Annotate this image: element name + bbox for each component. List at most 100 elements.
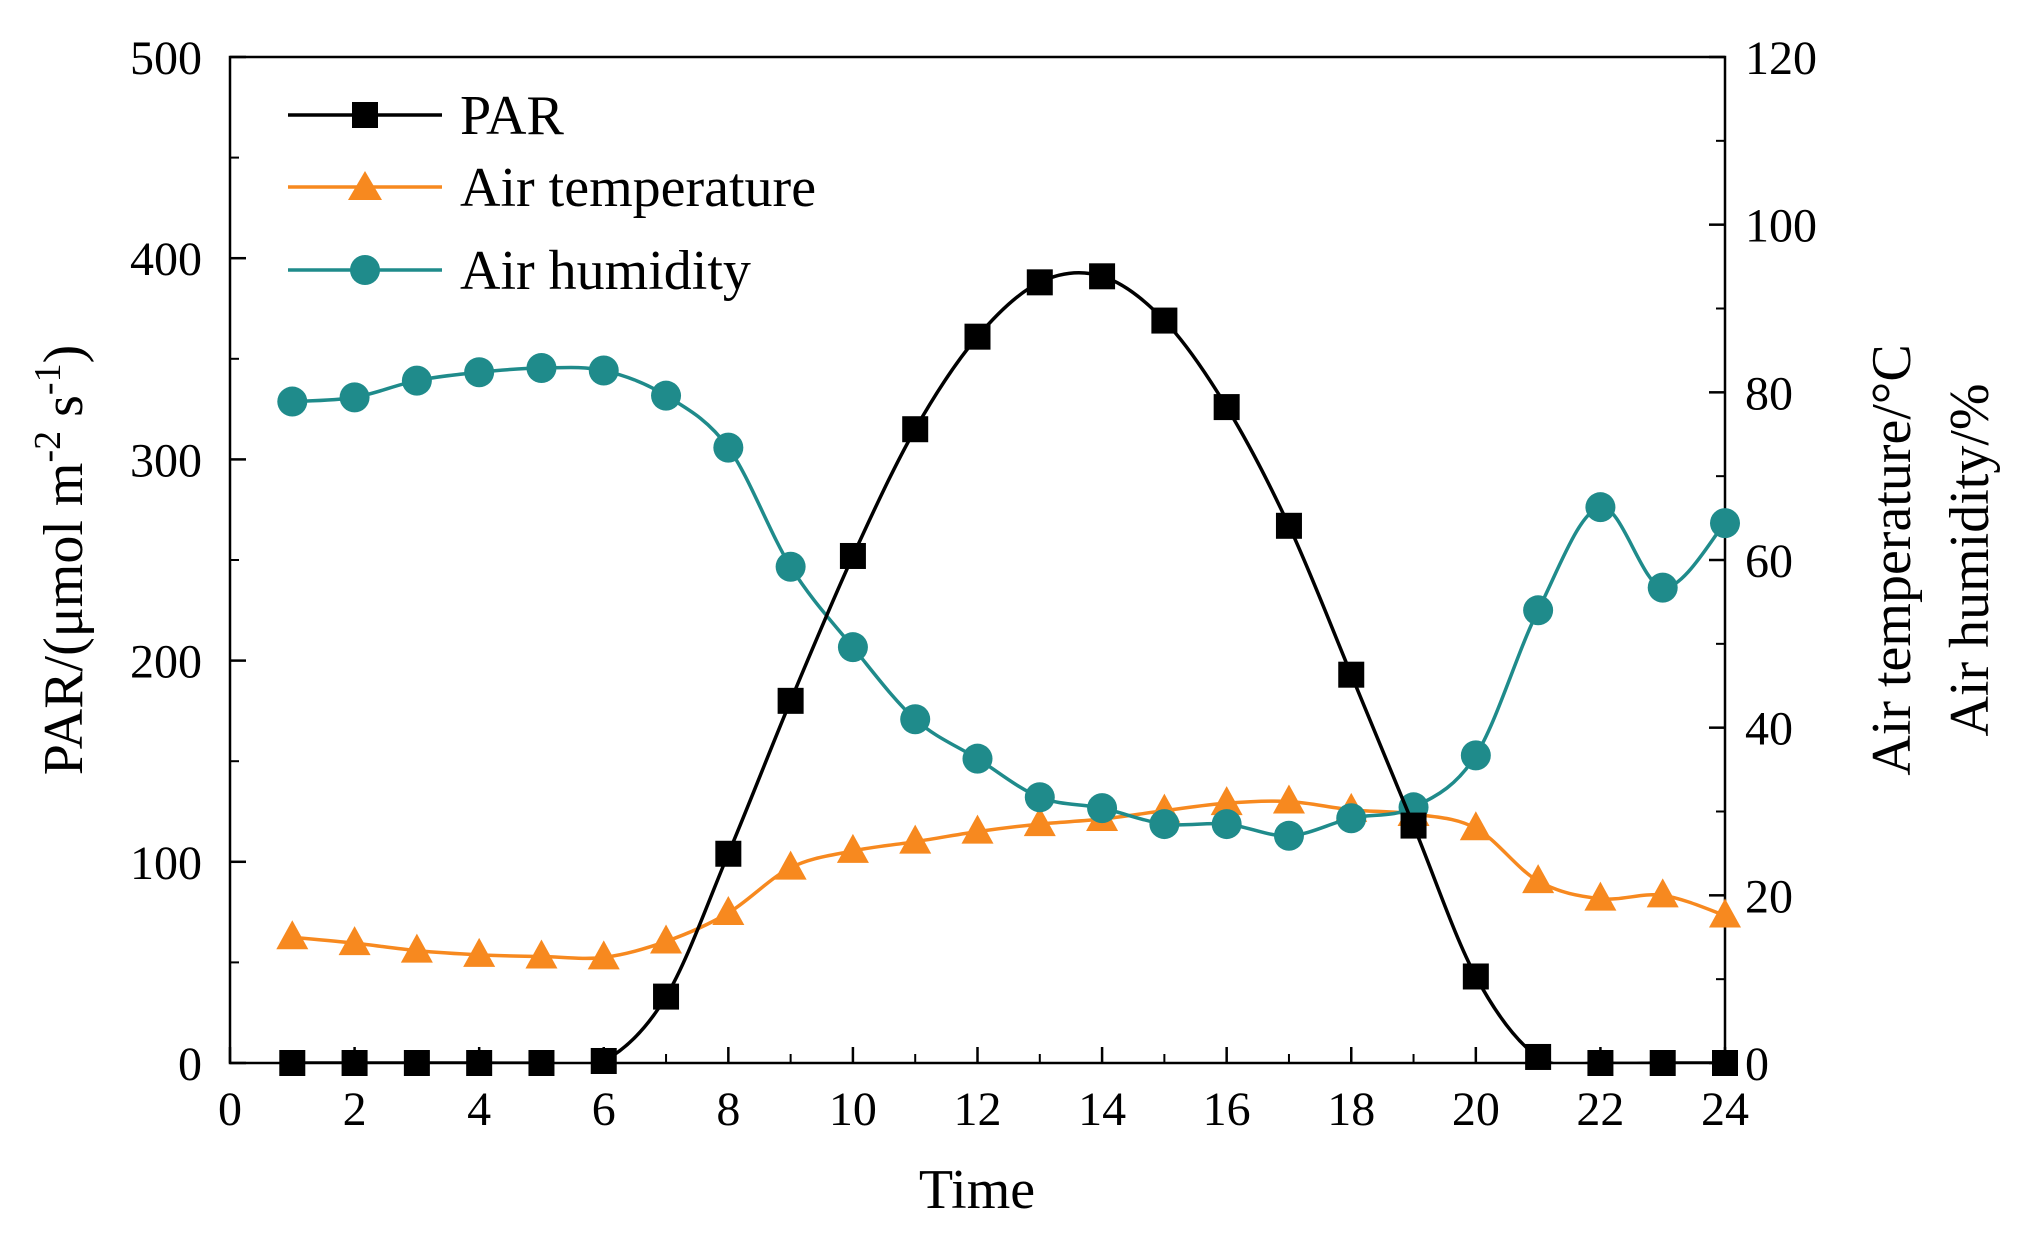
data-point-par [1151,307,1178,334]
data-point-air-humidity [464,357,495,388]
data-point-air-temperature [1522,864,1555,894]
data-point-par [1026,269,1053,296]
y-left-tick-label: 100 [130,837,202,890]
y-axis-right-title-temperature: Air temperature/°C [1861,344,1923,775]
data-point-air-temperature [961,814,994,844]
data-point-par [964,323,991,350]
data-point-par [715,840,742,867]
data-point-air-temperature [1210,786,1243,816]
data-point-air-temperature [1459,811,1492,841]
legend-item-air-temperature: Air temperature [288,157,816,219]
y-axis-left-title: PAR/(μmol m-2 s-1) [27,345,95,775]
legend-item-par: PAR [288,85,564,147]
data-point-air-humidity [837,632,868,663]
y-right-tick-label: 20 [1745,870,1793,923]
data-point-air-humidity [1024,782,1055,813]
x-tick-label: 14 [1078,1083,1126,1136]
data-point-air-humidity [900,704,931,735]
data-point-air-temperature [1272,784,1305,814]
y-left-tick-label: 300 [130,434,202,487]
data-point-par [279,1050,306,1076]
data-point-air-humidity [277,386,308,417]
y-right-tick-label: 0 [1745,1038,1769,1091]
x-axis-title: Time [919,1159,1035,1221]
data-point-par [1338,661,1365,688]
y-left-title-prefix: PAR/(μmol m [33,463,95,776]
y-left-title-exp1: -2 [27,431,69,463]
data-point-air-humidity [1273,820,1304,851]
series-line-par [292,271,1725,1063]
y-left-tick-label: 400 [130,233,202,286]
legend-label-air-temperature: Air temperature [460,157,816,219]
y-right-tick-label: 60 [1745,535,1793,588]
data-point-par [1213,394,1240,421]
data-point-par [1275,512,1302,539]
legend-marker-air-temperature [348,171,382,200]
axes [228,55,1727,1065]
data-point-par [839,542,866,569]
data-point-air-humidity [339,382,370,413]
y-left-tick-label: 0 [178,1038,202,1091]
data-point-air-humidity [775,551,806,582]
data-point-air-temperature [712,895,745,925]
data-point-air-humidity [651,380,682,411]
x-tick-label: 16 [1203,1083,1251,1136]
data-point-air-temperature [400,933,433,963]
data-point-air-temperature [1023,807,1056,837]
data-point-par [777,687,804,714]
y-right-tick-label: 120 [1745,32,1817,85]
y-axis-right-title-humidity: Air humidity/% [1939,383,2001,736]
x-tick-label: 24 [1701,1083,1749,1136]
y-right-tick-label: 40 [1745,703,1793,756]
x-tick-label: 0 [218,1083,242,1136]
data-point-air-humidity [526,353,557,384]
x-tick-label: 20 [1452,1083,1500,1136]
data-point-air-humidity [1149,809,1180,840]
x-tick-label: 8 [716,1083,740,1136]
y-left-title-mid: s [33,395,95,431]
x-tick-label: 18 [1327,1083,1375,1136]
data-point-par [466,1050,493,1076]
y-right-tick-label: 100 [1745,200,1817,253]
data-point-par [1649,1050,1676,1076]
data-point-air-humidity [401,365,432,396]
data-point-par [403,1050,430,1076]
legend-item-air-humidity: Air humidity [288,240,751,302]
data-point-air-humidity [1710,508,1740,539]
series-par [279,263,1738,1076]
plot-frame [228,55,1727,1065]
x-tick-label: 4 [467,1083,491,1136]
data-point-air-humidity [1336,803,1367,834]
data-point-air-humidity [1087,793,1118,824]
data-point-air-temperature [899,824,932,854]
data-point-air-humidity [1460,740,1491,771]
data-point-air-temperature [1646,878,1679,908]
series [276,263,1741,1076]
series-air-humidity [277,353,1740,851]
series-air-temperature [276,784,1741,970]
y-left-tick-label: 200 [130,636,202,689]
data-point-air-temperature [650,924,683,954]
data-point-par [1462,963,1489,990]
data-point-par [528,1050,555,1076]
data-point-air-humidity [1585,492,1616,523]
data-point-par [1587,1050,1614,1076]
data-point-par [902,416,929,443]
data-point-air-temperature [525,939,558,969]
data-point-air-humidity [713,432,744,463]
data-point-air-temperature [587,940,620,970]
data-point-air-temperature [463,937,496,967]
y-left-title-suffix: ) [33,345,95,364]
data-point-par [1525,1043,1552,1070]
y-right-tick-label: 80 [1745,367,1793,420]
x-tick-label: 2 [343,1083,367,1136]
data-point-air-humidity [588,355,619,386]
data-point-par [653,983,680,1010]
legend: PAR Air temperature Air humidity [288,85,816,302]
legend-label-par: PAR [460,85,564,147]
x-tick-label: 12 [954,1083,1002,1136]
data-point-air-temperature [1709,898,1741,928]
data-point-air-temperature [338,926,371,956]
data-point-par [1712,1050,1738,1076]
